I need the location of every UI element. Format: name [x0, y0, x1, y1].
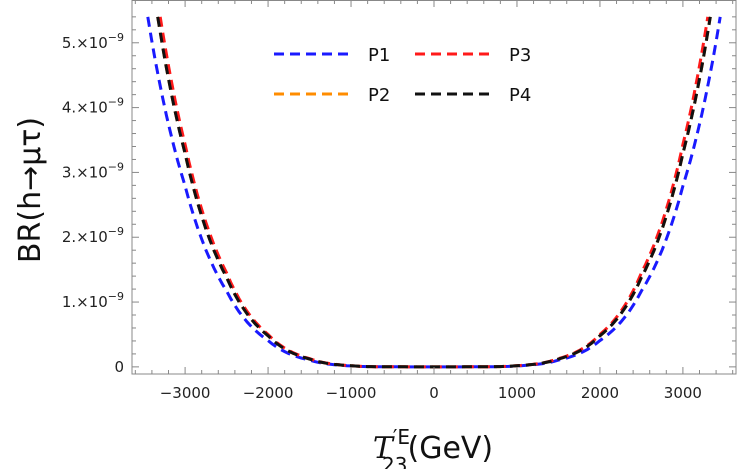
plot-frame: [131, 0, 737, 375]
legend: P1 P2 P3 P4: [274, 45, 531, 106]
y-tick-label: 4.×10−9: [62, 96, 124, 117]
x-tick-label: 0: [429, 384, 439, 402]
series-line-p1: [146, 16, 722, 369]
x-tick-label: −1000: [326, 384, 377, 402]
y-tick-label: 5.×10−9: [62, 31, 124, 52]
x-tick-label: 2000: [581, 384, 619, 402]
series-line-p4: [156, 16, 712, 369]
legend-label-p1: P1: [368, 45, 390, 66]
y-tick-label: 1.×10−9: [62, 290, 124, 311]
legend-label-p2: P2: [368, 85, 390, 106]
y-tick-label: 0: [114, 358, 124, 376]
x-tick-label: −3000: [160, 384, 211, 402]
y-tick-label: 2.×10−9: [62, 225, 124, 246]
x-tick-label: 3000: [664, 384, 702, 402]
axis-ticks: −3000 −2000 −1000 0 1000 2000 3000 0 1.×10−9 2.×1…: [62, 0, 736, 402]
x-tick-label: 1000: [498, 384, 536, 402]
legend-label-p4: P4: [509, 85, 531, 106]
x-axis-label: T′E 23(GeV): [373, 425, 493, 469]
legend-label-p3: P3: [509, 45, 531, 66]
y-tick-label: 3.×10−9: [62, 160, 124, 181]
series-line-p3: [158, 16, 710, 369]
y-axis-label: BR(h→μτ): [13, 117, 48, 263]
series-lines: [146, 16, 722, 369]
x-tick-label: −2000: [243, 384, 294, 402]
